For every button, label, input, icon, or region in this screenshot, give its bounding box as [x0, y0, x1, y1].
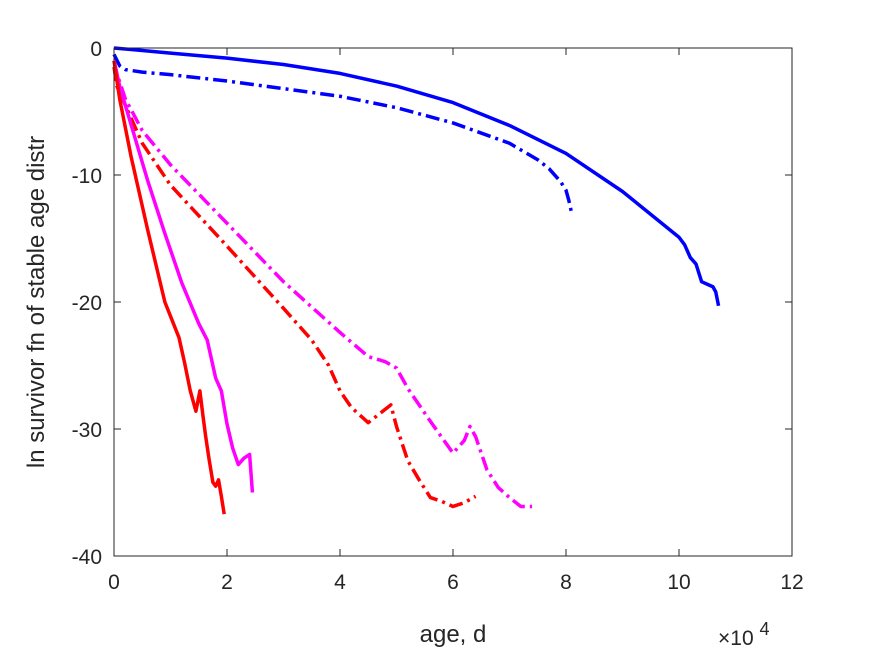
y-tick-label-0: 0 [90, 38, 102, 61]
y-axis-title: ln survivor fn of stable age distr [23, 136, 50, 468]
y-tick-label-3: -30 [72, 419, 102, 442]
x-exponent-power: 4 [759, 619, 769, 639]
x-axis-title: age, d [420, 621, 487, 648]
x-tick-label-0: 0 [108, 571, 120, 594]
y-tick-label-1: -10 [72, 165, 102, 188]
series-line-2 [112, 53, 574, 214]
x-tick-label-2: 4 [334, 571, 346, 594]
axes-layer: 0 2 4 6 8 10 12 0 -10 -20 -30 -40 [72, 38, 804, 594]
x-tick-label-1: 2 [221, 571, 233, 594]
y-tick-label-2: -20 [72, 292, 102, 315]
x-tick-label-5: 10 [667, 571, 690, 594]
series-line-5 [112, 60, 255, 493]
series-line-6 [112, 60, 226, 515]
series-line-3 [112, 60, 533, 509]
series-layer [112, 46, 721, 515]
series-line-4 [112, 66, 477, 509]
x-axis-exponent-label: ×10 4 [718, 619, 769, 650]
x-tick-label-3: 6 [447, 571, 459, 594]
series-line-1 [113, 46, 721, 307]
x-exponent-base: ×10 [718, 627, 754, 650]
x-tick-label-4: 8 [560, 571, 572, 594]
x-tick-label-6: 12 [780, 571, 803, 594]
plot-area [114, 48, 792, 556]
y-tick-label-4: -40 [72, 546, 102, 569]
